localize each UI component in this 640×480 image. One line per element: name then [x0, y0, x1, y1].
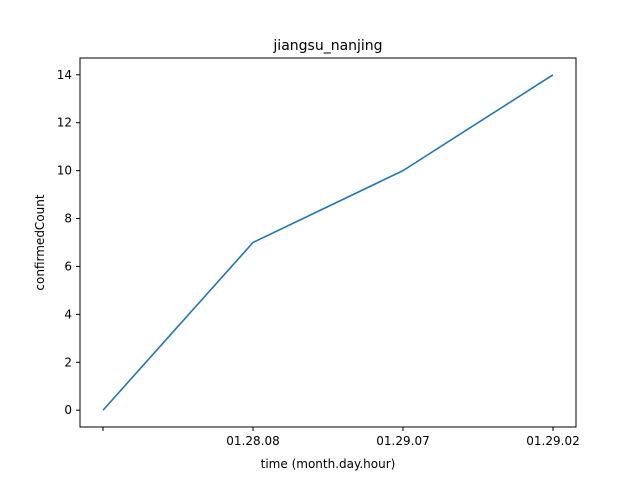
y-tick-label: 12 [57, 116, 72, 130]
x-tick-label: 01.28.08 [226, 434, 279, 448]
y-axis: 0 2 4 6 8 10 12 14 [57, 68, 80, 417]
chart-title: jiangsu_nanjing [272, 38, 382, 54]
x-tick-label: 01.29.02 [526, 434, 579, 448]
plot-frame [79, 57, 577, 428]
y-tick-label: 14 [57, 68, 72, 82]
x-axis-label: time (month.day.hour) [261, 457, 396, 471]
y-tick-label: 8 [64, 212, 72, 226]
y-tick-label: 6 [64, 259, 72, 273]
series-line [102, 74, 554, 411]
y-tick-label: 2 [64, 355, 72, 369]
plot-area [102, 74, 554, 411]
y-tick-label: 4 [64, 307, 72, 321]
x-axis: 01.28.08 01.29.07 01.29.02 [102, 427, 580, 448]
x-tick-label: 01.29.07 [376, 434, 429, 448]
y-axis-label: confirmedCount [33, 194, 47, 290]
y-tick-label: 10 [57, 164, 72, 178]
y-tick-label: 0 [64, 403, 72, 417]
